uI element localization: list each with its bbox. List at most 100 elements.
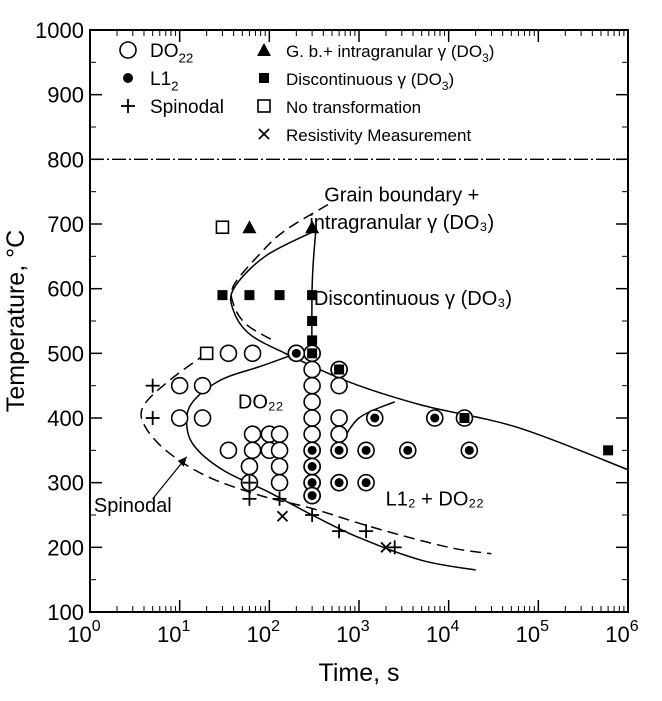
discontinuous-point — [307, 290, 318, 301]
spinodal-point — [387, 540, 402, 555]
gb-intragranular-point — [305, 220, 320, 234]
legend: DO22 L12 Spinodal G. b.+ intragranular γ (D… — [119, 41, 494, 145]
cross-b — [276, 510, 289, 522]
legend-label: No transformation — [286, 98, 421, 117]
do22-point — [303, 360, 321, 379]
l12-dot — [430, 413, 440, 423]
no-transformation-point — [199, 346, 214, 361]
do22-point — [303, 393, 321, 411]
cross-b — [380, 541, 392, 553]
solid-boundary-curve — [185, 352, 476, 571]
legend-entry: L12 — [123, 69, 179, 94]
l12-dot — [403, 445, 413, 455]
region-annotation: L1₂ + DO₂₂ — [386, 488, 484, 510]
y-tick-label: 300 — [47, 471, 84, 496]
gb-intragranular-point — [257, 43, 271, 56]
do22-point — [303, 409, 321, 427]
y-tick-label: 800 — [47, 147, 84, 172]
annotations: Grain boundary + intragranular γ (DO₃) Dis… — [94, 184, 512, 516]
discontinuous-point — [217, 290, 228, 301]
do22-point — [219, 344, 238, 363]
y-tick-label: 100 — [47, 600, 84, 625]
do22-point — [303, 425, 321, 443]
discontinuous-point — [259, 73, 269, 83]
l12-point — [303, 457, 321, 476]
do22-point — [303, 376, 321, 395]
do22-point — [270, 441, 289, 460]
discontinuous-point — [603, 445, 614, 456]
data-points — [145, 220, 614, 555]
discontinuous-point — [307, 316, 318, 326]
l12-point — [398, 441, 417, 460]
do22-point — [270, 473, 289, 492]
l12-dot — [334, 478, 344, 488]
l12-point — [330, 441, 348, 460]
discontinuous-point — [307, 348, 318, 359]
no-transformation-point — [257, 99, 271, 113]
dashed-boundary-curve — [230, 203, 329, 342]
spinodal-point — [145, 378, 160, 393]
do22-point — [119, 41, 137, 59]
region-annotation: intragranular γ (DO₃) — [309, 212, 494, 234]
y-tick-label: 500 — [47, 341, 84, 366]
solid-boundary-curve — [338, 401, 396, 448]
legend-entry: Resistivity Measurement — [258, 126, 471, 145]
spinodal-point — [242, 491, 257, 506]
do22-point — [193, 376, 212, 395]
l12-point — [303, 486, 321, 505]
resistivity-point — [380, 541, 392, 553]
do22-point — [330, 409, 348, 427]
resistivity-point — [276, 510, 289, 522]
spinodal-point — [332, 524, 347, 539]
boundary-curves — [140, 203, 629, 571]
x-tick-label: 105 — [516, 618, 549, 647]
region-annotation: Grain boundary + — [324, 184, 479, 206]
x-tick-label: 101 — [157, 618, 190, 647]
spinodal-point — [121, 99, 135, 113]
legend-label: Resistivity Measurement — [286, 126, 471, 145]
l12-point — [365, 409, 384, 427]
legend-label: L12 — [150, 69, 179, 94]
y-tick-label: 1000 — [35, 18, 84, 43]
do22-point — [243, 425, 262, 443]
discontinuous-point — [334, 364, 345, 375]
do22-point — [270, 425, 289, 443]
do22-point — [270, 457, 289, 476]
legend-l12-marker — [123, 73, 133, 83]
do22-point — [240, 457, 259, 476]
do22-point — [243, 441, 262, 460]
spinodal-point — [359, 524, 374, 539]
do22-point — [219, 441, 238, 460]
l12-dot — [291, 348, 301, 358]
spinodal-point — [305, 508, 320, 522]
l12-dot — [307, 462, 317, 471]
l12-dot — [370, 413, 380, 423]
y-tick-label: 600 — [47, 277, 84, 302]
y-tick-label: 900 — [47, 83, 84, 108]
l12-point — [303, 473, 321, 492]
do22-point — [170, 376, 189, 395]
l12-dot — [334, 445, 344, 455]
y-axis-label: Temperature, °C — [2, 230, 30, 412]
y-tick-label: 700 — [47, 212, 84, 237]
gb-intragranular-point — [242, 220, 257, 234]
x-tick-label: 100 — [67, 618, 100, 647]
l12-point — [460, 441, 479, 460]
axis-ticks: 100 200 300 400 500 600 700 800 900 1000 100 101 102… — [35, 18, 639, 647]
legend-label: Discontinuous γ (DO3) — [286, 70, 454, 93]
do22-point — [193, 409, 212, 427]
spinodal-point — [242, 475, 257, 490]
x-tick-label: 104 — [426, 618, 459, 647]
legend-label: G. b.+ intragranular γ (DO3) — [286, 42, 494, 65]
x-tick-label: 102 — [247, 618, 280, 647]
legend-label: Spinodal — [150, 97, 224, 118]
legend-label: DO22 — [150, 41, 193, 66]
l12-point — [330, 473, 348, 492]
do22-point — [170, 409, 189, 427]
legend-entry: DO22 — [119, 41, 193, 66]
discontinuous-point — [307, 335, 318, 346]
resistivity-point — [258, 128, 270, 140]
dashed-boundary-curve — [140, 352, 492, 555]
x-axis-label: Time, s — [318, 659, 399, 687]
